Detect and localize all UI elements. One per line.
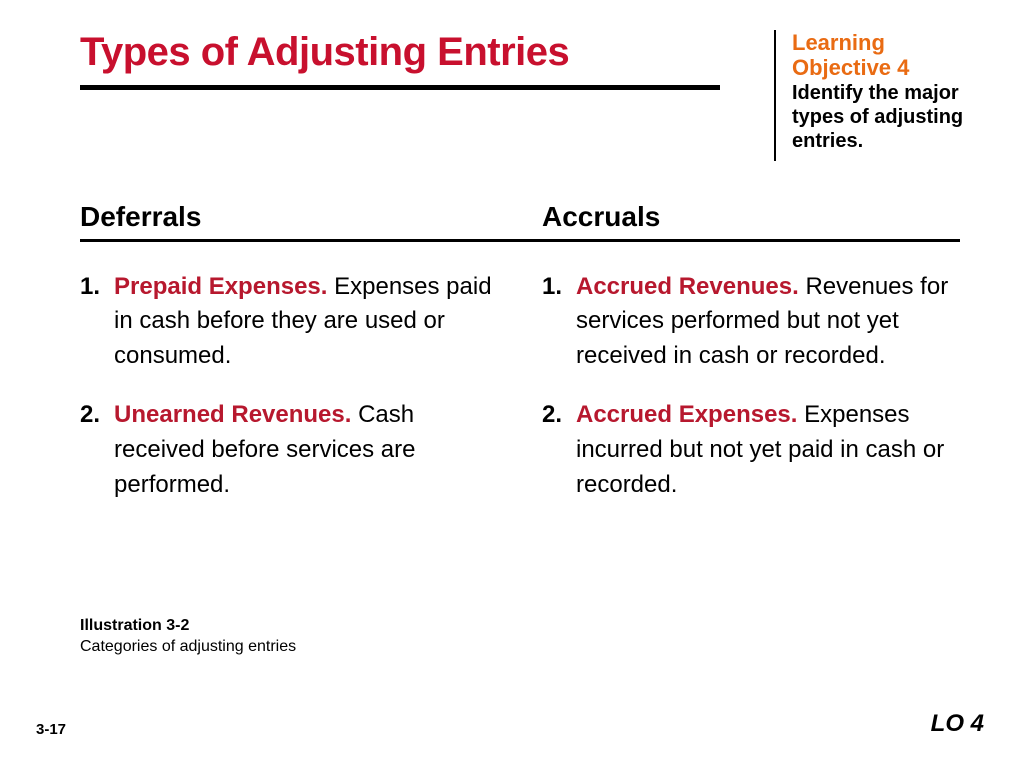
item-number: 2. (542, 398, 576, 502)
item-title: Accrued Revenues. (576, 273, 799, 300)
item-body: Accrued Revenues. Revenues for services … (576, 270, 964, 374)
illustration-text: Categories of adjusting entries (80, 637, 296, 658)
item-title: Accrued Expenses. (576, 401, 797, 428)
learning-objective-box: Learning Objective 4 Identify the major … (774, 30, 984, 161)
item-number: 2. (80, 398, 114, 502)
column-accruals: Accruals (542, 201, 964, 233)
illustration-caption: Illustration 3-2 Categories of adjusting… (80, 616, 296, 658)
header-row: Types of Adjusting Entries Learning Obje… (0, 0, 1024, 161)
objective-text: Identify the major types of adjusting en… (792, 81, 984, 153)
objective-heading: Learning Objective 4 (792, 30, 984, 81)
item-number: 1. (542, 270, 576, 374)
column-deferrals-body: 1. Prepaid Expenses. Expenses paid in ca… (80, 270, 502, 527)
page-number: 3-17 (36, 721, 66, 738)
column-heading: Deferrals (80, 201, 502, 233)
column-heading: Accruals (542, 201, 964, 233)
list-item: 2. Unearned Revenues. Cash received befo… (80, 398, 502, 502)
illustration-title: Illustration 3-2 (80, 616, 296, 637)
title-block: Types of Adjusting Entries (80, 30, 764, 90)
item-title: Unearned Revenues. (114, 401, 351, 428)
column-accruals-body: 1. Accrued Revenues. Revenues for servic… (542, 270, 964, 527)
list-item: 2. Accrued Expenses. Expenses incurred b… (542, 398, 964, 502)
list-item: 1. Accrued Revenues. Revenues for servic… (542, 270, 964, 374)
item-number: 1. (80, 270, 114, 374)
content-body: 1. Prepaid Expenses. Expenses paid in ca… (0, 270, 1024, 527)
learning-objective-label: LO 4 (931, 710, 984, 738)
content-columns: Deferrals Accruals (0, 161, 1024, 233)
page-title: Types of Adjusting Entries (80, 30, 764, 75)
item-body: Prepaid Expenses. Expenses paid in cash … (114, 270, 502, 374)
columns-rule-wrap (0, 239, 1024, 242)
item-body: Accrued Expenses. Expenses incurred but … (576, 398, 964, 502)
list-item: 1. Prepaid Expenses. Expenses paid in ca… (80, 270, 502, 374)
columns-underline (80, 239, 960, 242)
column-deferrals: Deferrals (80, 201, 502, 233)
item-body: Unearned Revenues. Cash received before … (114, 398, 502, 502)
item-title: Prepaid Expenses. (114, 273, 327, 300)
title-underline (80, 85, 720, 90)
